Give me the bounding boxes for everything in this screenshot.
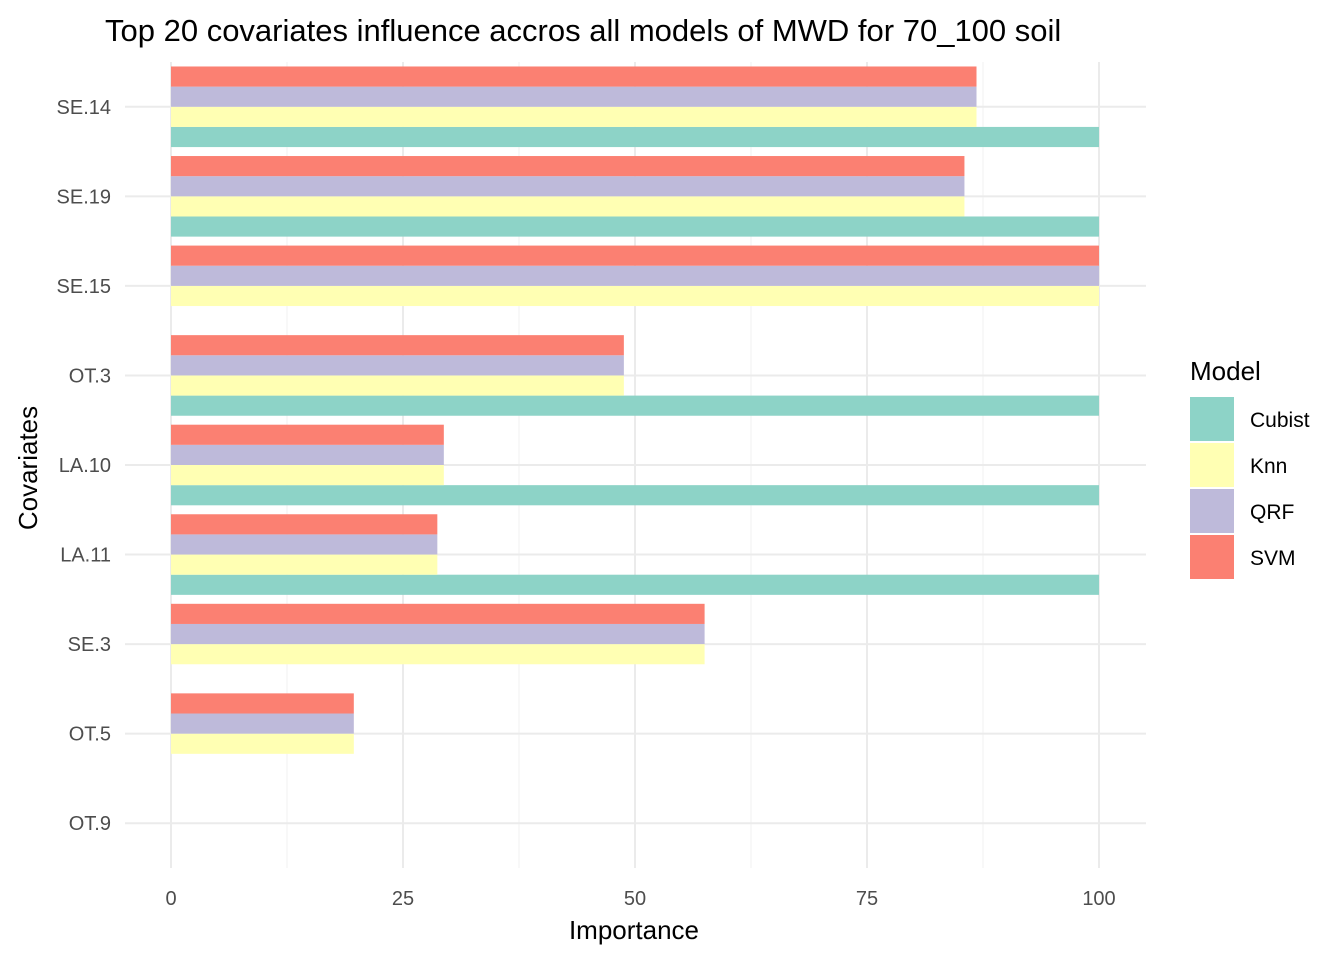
bar-knn-ot-3 — [171, 375, 624, 396]
bar-qrf-se-19 — [171, 176, 965, 197]
bar-qrf-ot-3 — [171, 355, 624, 376]
y-tick-label: SE.14 — [57, 97, 111, 119]
bar-cubist-la-11 — [171, 574, 1099, 595]
bar-cubist-se-19 — [171, 216, 1099, 237]
legend-key-svm — [1190, 535, 1234, 579]
bar-svm-se-14 — [171, 66, 977, 87]
bar-knn-se-14 — [171, 106, 977, 127]
legend-key-cubist — [1190, 397, 1234, 441]
bar-qrf-se-3 — [171, 623, 705, 645]
bar-qrf-se-14 — [171, 86, 977, 107]
bar-cubist-ot-3 — [171, 395, 1099, 416]
bar-svm-ot-5 — [171, 693, 354, 714]
y-tick-label: OT.3 — [69, 365, 111, 387]
x-tick-label: 0 — [165, 888, 176, 910]
bar-svm-la-11 — [171, 514, 438, 535]
x-tick-label: 25 — [392, 888, 414, 910]
legend-label-cubist: Cubist — [1250, 409, 1310, 432]
bar-svm-la-10 — [171, 424, 444, 445]
legend-label-knn: Knn — [1250, 455, 1287, 478]
legend-title: Model — [1190, 356, 1261, 386]
legend-label-qrf: QRF — [1250, 501, 1294, 524]
y-tick-label: SE.15 — [57, 276, 111, 298]
bar-knn-se-3 — [171, 644, 705, 665]
bar-knn-la-10 — [171, 465, 444, 486]
y-tick-label: SE.3 — [68, 634, 111, 656]
x-tick-label: 100 — [1082, 888, 1115, 910]
bar-svm-se-3 — [171, 603, 705, 624]
y-tick-label: OT.5 — [69, 724, 111, 746]
y-tick-label: SE.19 — [57, 186, 111, 208]
y-axis-title: Covariates — [13, 406, 43, 530]
x-axis-title: Importance — [569, 915, 699, 945]
bar-cubist-se-14 — [171, 126, 1099, 148]
legend: Model Cubist Knn QRF SVM — [1190, 356, 1310, 579]
y-tick-label: LA.10 — [59, 455, 111, 477]
x-tick-label: 50 — [624, 888, 646, 910]
y-axis-ticks: SE.14 SE.19 SE.15 OT.3 LA.10 LA.11 SE.3 OT.5 OT.… — [57, 97, 111, 835]
bar-knn-la-11 — [171, 554, 438, 575]
legend-key-knn — [1190, 443, 1234, 487]
bar-qrf-se-15 — [171, 265, 1099, 286]
y-tick-label: LA.11 — [60, 545, 111, 567]
bar-cubist-la-10 — [171, 485, 1099, 506]
bar-qrf-la-11 — [171, 534, 438, 555]
legend-key-qrf — [1190, 489, 1234, 533]
y-tick-label: OT.9 — [69, 813, 111, 835]
legend-label-svm: SVM — [1250, 547, 1296, 570]
chart-title: Top 20 covariates influence accros all m… — [105, 13, 1061, 48]
x-tick-label: 75 — [856, 888, 878, 910]
bar-knn-se-15 — [171, 285, 1099, 307]
x-axis-ticks: 0 25 50 75 100 — [165, 888, 1115, 910]
bar-knn-se-19 — [171, 196, 965, 217]
bar-svm-se-19 — [171, 156, 965, 177]
bar-qrf-la-10 — [171, 444, 444, 465]
bar-qrf-ot-5 — [171, 713, 354, 734]
bar-knn-ot-5 — [171, 733, 354, 754]
bar-svm-se-15 — [171, 245, 1099, 266]
bar-svm-ot-3 — [171, 335, 624, 356]
bars — [171, 66, 1099, 754]
